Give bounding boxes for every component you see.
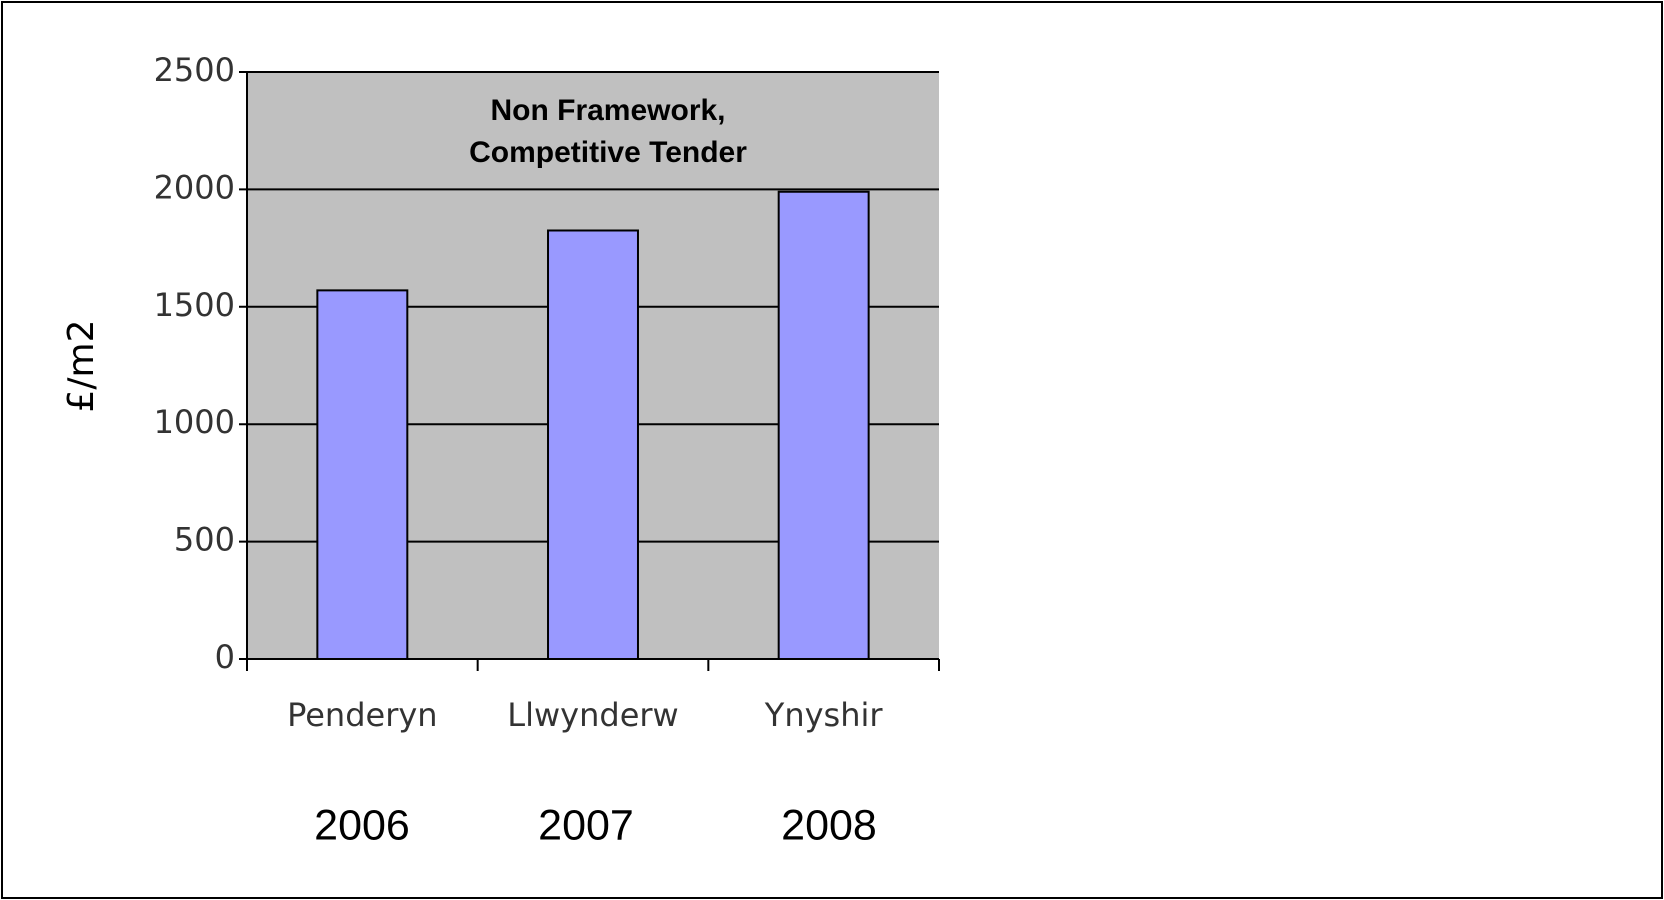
x-tick-label: Llwynderw: [507, 696, 678, 734]
y-tick-label: 0: [215, 638, 235, 676]
bar: [316, 289, 409, 660]
year-label: 2008: [781, 801, 877, 849]
y-tick-label: 2500: [154, 51, 235, 89]
bar: [547, 229, 639, 661]
y-axis-label: £/m2: [61, 319, 102, 412]
x-tick-label: Ynyshir: [764, 696, 884, 734]
bar: [777, 190, 870, 661]
y-tick-label: 500: [174, 521, 235, 559]
y-tick-label: 1000: [154, 403, 235, 441]
x-tick-label: Penderyn: [287, 696, 438, 734]
year-label: 2007: [538, 801, 634, 849]
y-tick-label: 2000: [154, 168, 235, 206]
chart-title: Non Framework,: [490, 94, 725, 127]
year-label: 2006: [314, 801, 410, 849]
chart-title: Competitive Tender: [469, 136, 747, 169]
y-tick-label: 1500: [154, 286, 235, 324]
